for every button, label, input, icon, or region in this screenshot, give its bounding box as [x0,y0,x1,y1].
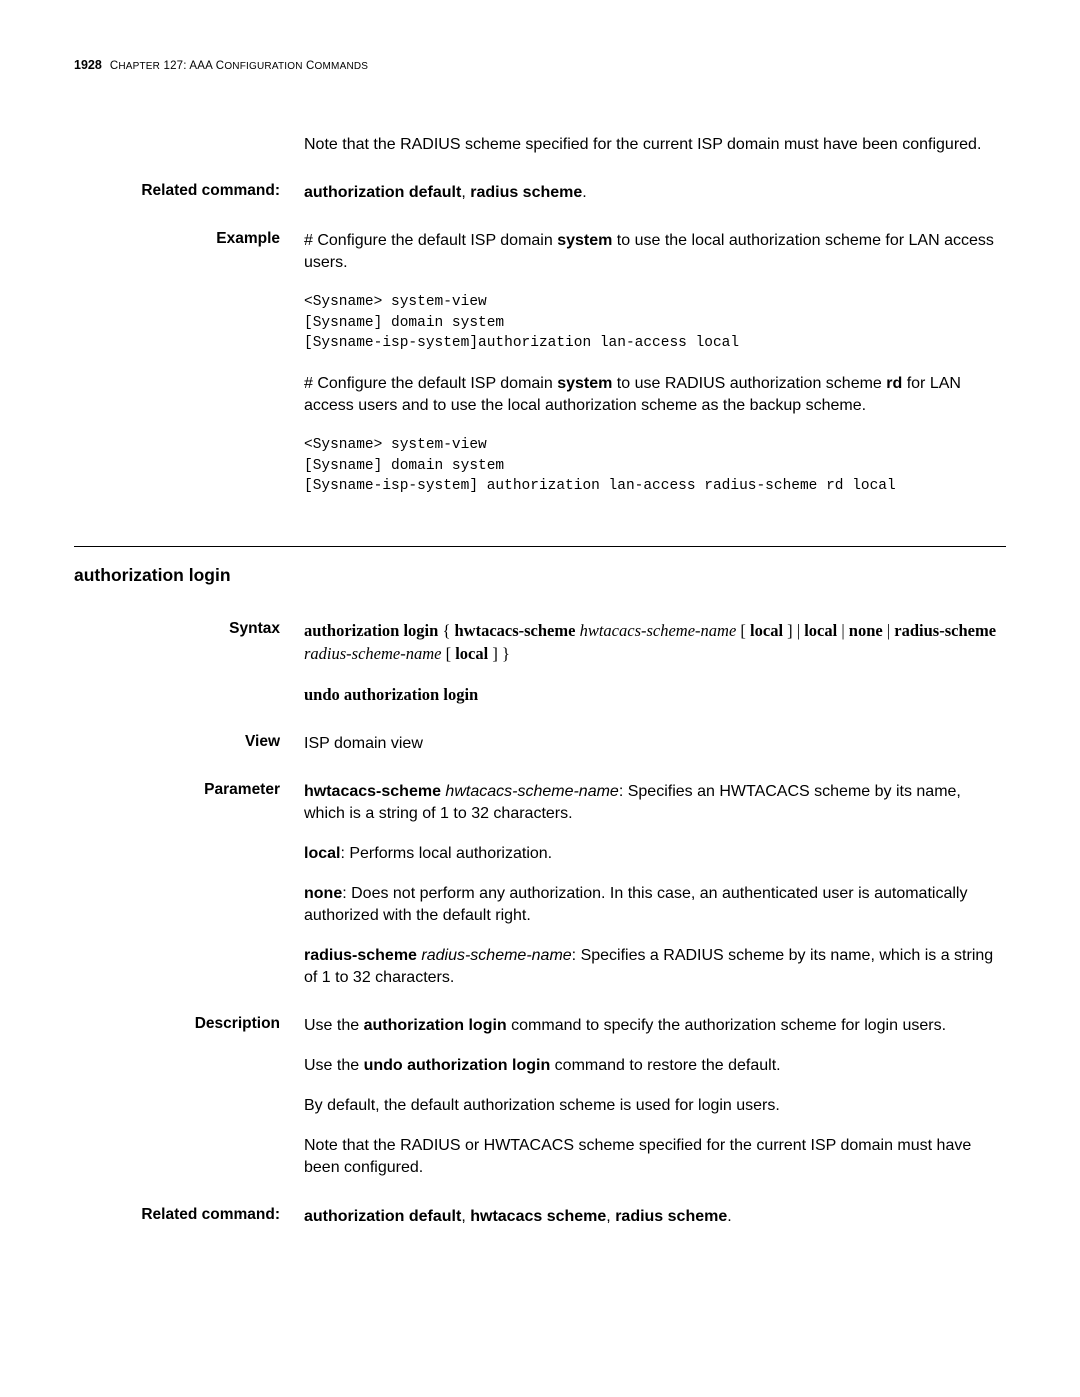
related-command-row-1: Related command: authorization default, … [74,182,1006,204]
page-header: 1928 CHAPTER 127: AAA CONFIGURATION COMM… [74,58,1006,72]
desc-p4: Note that the RADIUS or HWTACACS scheme … [304,1135,1006,1179]
parameter-label: Parameter [74,781,304,990]
param-local: local: Performs local authorization. [304,843,1006,865]
param-hwtacacs: hwtacacs-scheme hwtacacs-scheme-name: Sp… [304,781,1006,825]
view-label: View [74,733,304,755]
syntax-undo: undo authorization login [304,684,1006,707]
page-number: 1928 [74,58,102,72]
example-code-1: <Sysname> system-view [Sysname] domain s… [304,292,1006,353]
example-content: # Configure the default ISP domain syste… [304,230,1006,516]
example-code-2: <Sysname> system-view [Sysname] domain s… [304,435,1006,496]
view-row: View ISP domain view [74,733,1006,755]
intro-note-row: Note that the RADIUS scheme specified fo… [74,134,1006,156]
param-radius: radius-scheme radius-scheme-name: Specif… [304,945,1006,989]
syntax-row: Syntax authorization login { hwtacacs-sc… [74,620,1006,706]
intro-note: Note that the RADIUS scheme specified fo… [304,134,1006,156]
view-content: ISP domain view [304,733,1006,755]
description-content: Use the authorization login command to s… [304,1015,1006,1179]
param-none: none: Does not perform any authorization… [304,883,1006,927]
related-command-label-1: Related command: [74,182,304,204]
related-command-text-2: authorization default, hwtacacs scheme, … [304,1206,1006,1228]
example-label: Example [74,230,304,516]
parameter-content: hwtacacs-scheme hwtacacs-scheme-name: Sp… [304,781,1006,990]
related-command-label-2: Related command: [74,1206,304,1228]
parameter-row: Parameter hwtacacs-scheme hwtacacs-schem… [74,781,1006,990]
chapter-title: CHAPTER 127: AAA CONFIGURATION COMMANDS [110,60,368,72]
related-command-text-1: authorization default, radius scheme. [304,182,1006,204]
related-command-row-2: Related command: authorization default, … [74,1206,1006,1228]
example-row: Example # Configure the default ISP doma… [74,230,1006,516]
syntax-label: Syntax [74,620,304,706]
desc-p1: Use the authorization login command to s… [304,1015,1006,1037]
syntax-line: authorization login { hwtacacs-scheme hw… [304,620,1006,666]
empty-label [74,134,304,156]
example-desc-1: # Configure the default ISP domain syste… [304,230,1006,274]
example-desc-2: # Configure the default ISP domain syste… [304,373,1006,417]
section-rule [74,546,1006,547]
desc-p3: By default, the default authorization sc… [304,1095,1006,1117]
syntax-content: authorization login { hwtacacs-scheme hw… [304,620,1006,706]
description-label: Description [74,1015,304,1179]
description-row: Description Use the authorization login … [74,1015,1006,1179]
desc-p2: Use the undo authorization login command… [304,1055,1006,1077]
section-title: authorization login [74,565,1006,586]
